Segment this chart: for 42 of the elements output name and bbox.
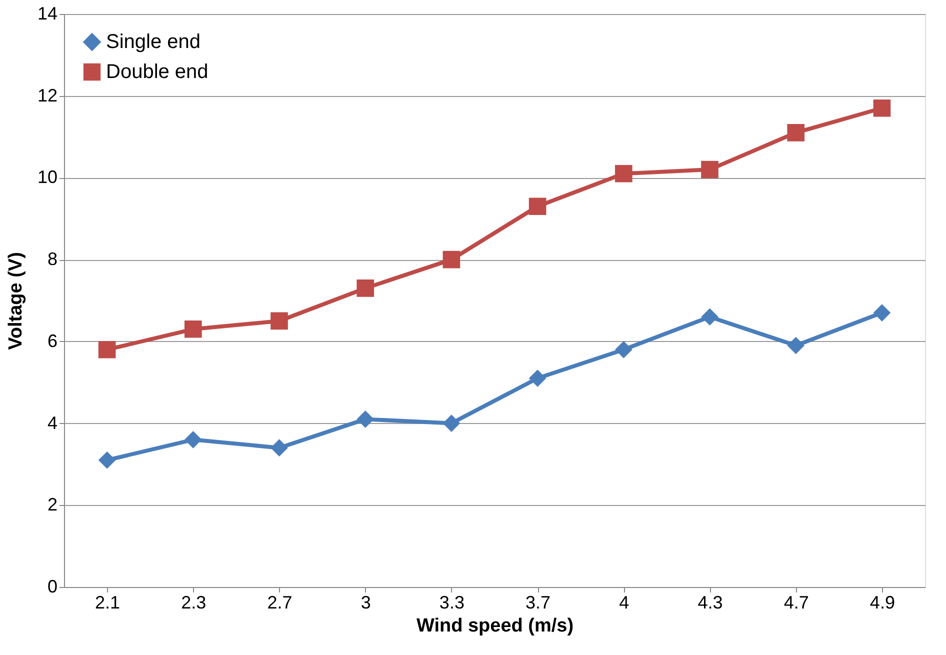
x-tick-label: 4 (619, 592, 630, 612)
point (442, 414, 460, 432)
point (787, 124, 805, 142)
point (528, 198, 546, 216)
point (356, 410, 374, 428)
y-tick-label: 6 (47, 330, 58, 351)
point (614, 164, 632, 182)
y-tick-label: 4 (47, 412, 58, 433)
y-tick-label: 0 (47, 576, 58, 596)
x-tick-label: 4.7 (784, 592, 809, 612)
point (98, 451, 116, 469)
point (701, 308, 718, 326)
point (270, 439, 288, 457)
y-tick-label: 8 (47, 249, 58, 270)
point (614, 340, 632, 358)
x-tick-label: 3.3 (439, 592, 464, 612)
legend-label: Double end (106, 61, 208, 83)
x-tick-label: 4.9 (870, 592, 895, 612)
y-tick-label: 14 (37, 4, 58, 24)
point (528, 370, 546, 387)
x-tick-label: 2.7 (267, 592, 292, 612)
point (873, 304, 891, 322)
y-axis-title: Voltage (V) (5, 252, 26, 350)
y-tick-label: 2 (47, 494, 58, 515)
x-tick-label: 2.1 (95, 592, 120, 612)
point (701, 160, 718, 178)
point (356, 280, 374, 297)
point (787, 336, 805, 354)
legend-label: Single end (106, 31, 201, 53)
point (873, 99, 891, 117)
x-tick-label: 3 (360, 592, 371, 612)
x-tick-label: 4.3 (698, 592, 723, 612)
point (442, 250, 460, 268)
point (270, 312, 288, 330)
y-tick-label: 10 (37, 167, 58, 188)
point (184, 430, 202, 448)
x-tick-label: 2.3 (181, 592, 206, 612)
point (184, 320, 202, 338)
x-tick-label: 3.7 (526, 592, 551, 612)
y-tick-label: 12 (37, 85, 58, 106)
x-axis-title: Wind speed (m/s) (416, 616, 574, 636)
point (98, 340, 116, 358)
